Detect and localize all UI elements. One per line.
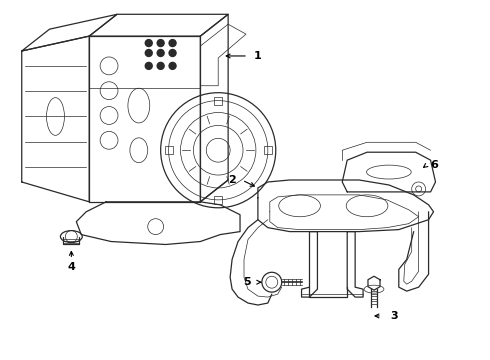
- Text: 3: 3: [390, 311, 398, 321]
- Circle shape: [145, 50, 152, 57]
- Circle shape: [157, 62, 164, 69]
- Bar: [214, 96, 222, 105]
- Text: 5: 5: [243, 277, 251, 287]
- Circle shape: [169, 62, 176, 69]
- Circle shape: [157, 40, 164, 46]
- Circle shape: [157, 50, 164, 57]
- Text: 1: 1: [254, 51, 262, 61]
- Text: 2: 2: [228, 175, 236, 185]
- Bar: [264, 146, 272, 154]
- Bar: [214, 196, 222, 204]
- Bar: [165, 146, 172, 154]
- Text: 4: 4: [68, 262, 75, 272]
- Circle shape: [145, 62, 152, 69]
- Circle shape: [169, 40, 176, 46]
- Circle shape: [169, 50, 176, 57]
- Text: 6: 6: [431, 160, 439, 170]
- Circle shape: [145, 40, 152, 46]
